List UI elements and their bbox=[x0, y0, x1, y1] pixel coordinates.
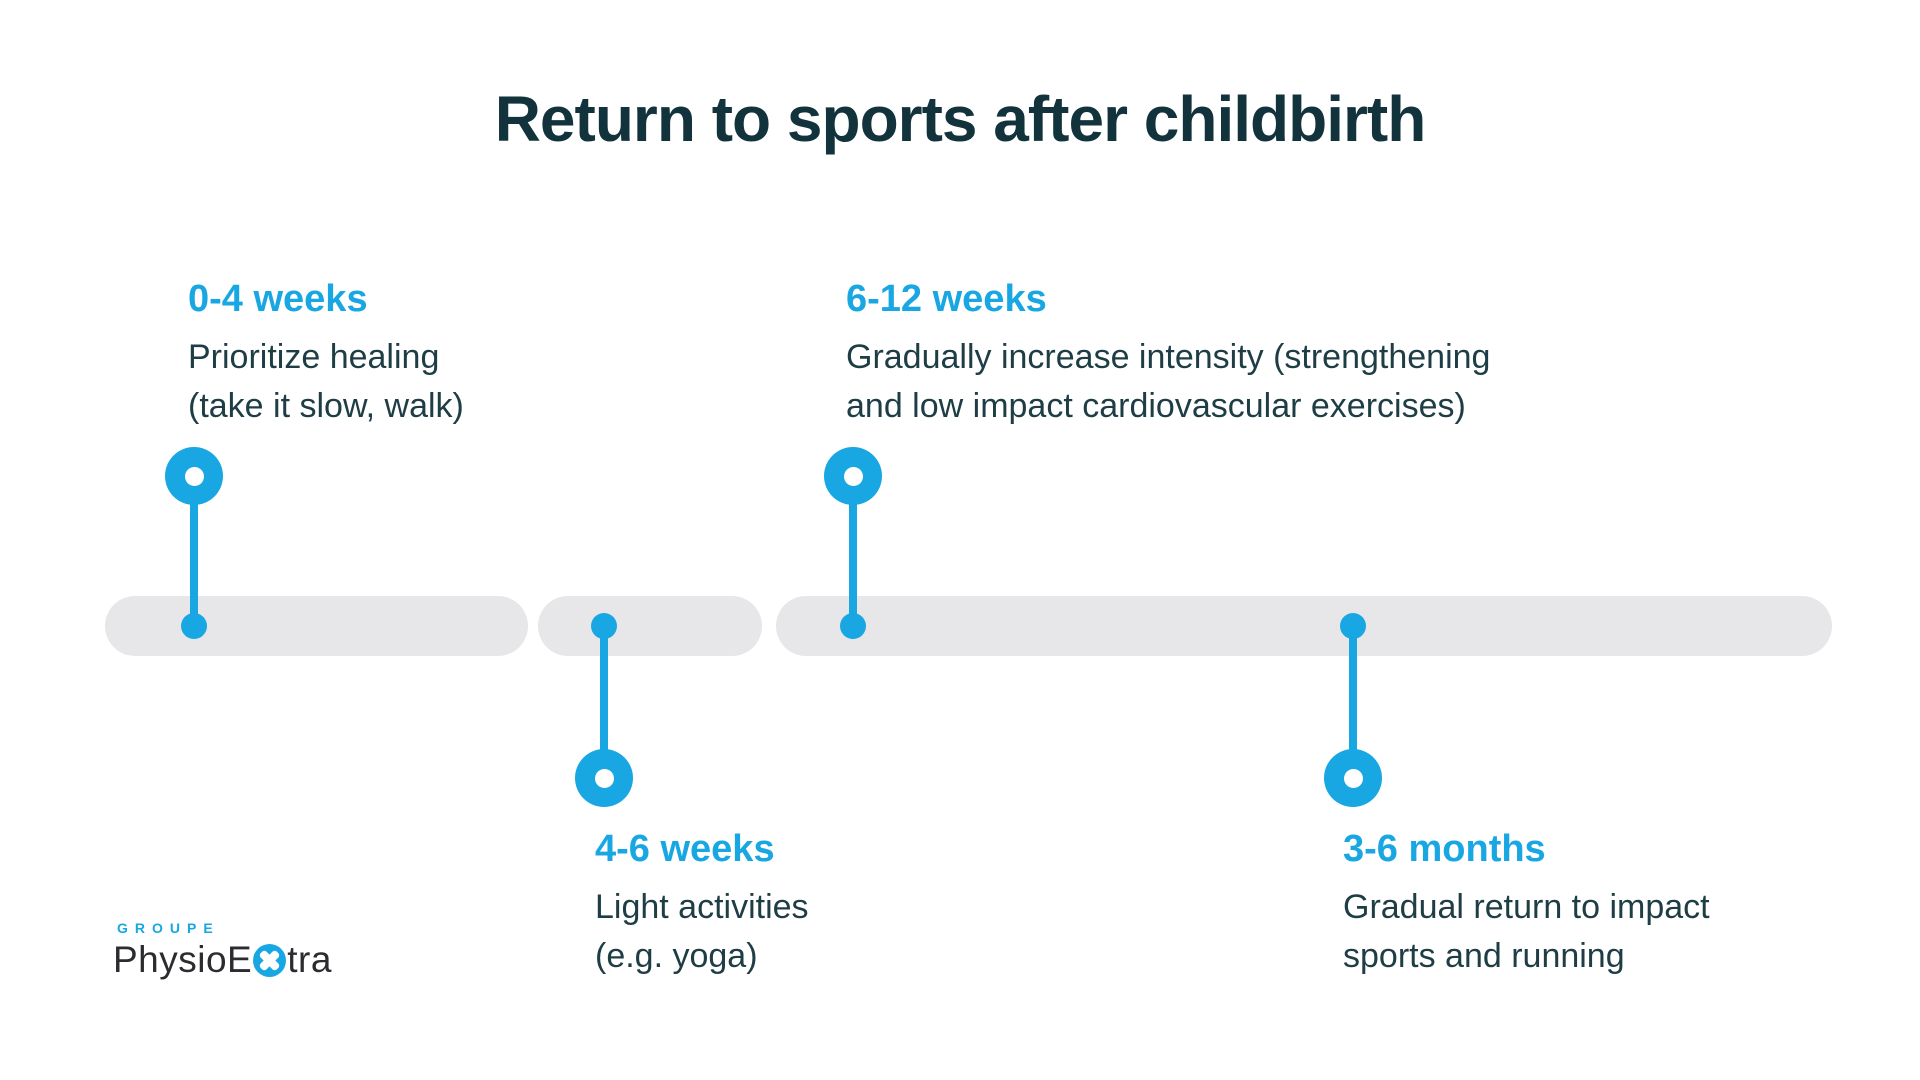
marker-circle-icon bbox=[824, 447, 882, 505]
logo-brand-text: PhysioE tra bbox=[113, 939, 332, 981]
marker-stem bbox=[1349, 627, 1357, 778]
description-line: (e.g. yoga) bbox=[595, 937, 758, 975]
description-line: Gradual return to impact bbox=[1343, 888, 1710, 926]
description-line: Light activities bbox=[595, 888, 809, 926]
timeline-track-segment-2 bbox=[538, 596, 762, 656]
timeline-track-segment-3 bbox=[776, 596, 1832, 656]
milestone-text-4-6-weeks: 4-6 weeks Light activities (e.g. yoga) bbox=[595, 828, 809, 981]
milestone-period-label: 6-12 weeks bbox=[846, 278, 1047, 320]
x-cross-in-circle-icon bbox=[253, 943, 287, 977]
milestone-text-0-4-weeks: 0-4 weeks Prioritize healing (take it sl… bbox=[188, 278, 464, 431]
marker-stem bbox=[190, 476, 198, 627]
marker-circle-hole bbox=[594, 768, 614, 788]
marker-stem bbox=[849, 476, 857, 627]
timeline-track-segment-1 bbox=[105, 596, 528, 656]
marker-track-dot-icon bbox=[840, 613, 866, 639]
marker-circle-hole bbox=[843, 466, 863, 486]
description-line: Prioritize healing bbox=[188, 338, 440, 376]
milestone-description: Gradual return to impact sports and runn… bbox=[1343, 883, 1710, 981]
milestone-description: Light activities (e.g. yoga) bbox=[595, 883, 809, 981]
marker-circle-hole bbox=[1343, 768, 1363, 788]
logo-brand-part2: tra bbox=[287, 939, 332, 980]
marker-circle-hole bbox=[184, 466, 204, 486]
marker-track-dot-icon bbox=[1340, 613, 1366, 639]
milestone-period-label: 3-6 months bbox=[1343, 828, 1546, 870]
milestone-description: Gradually increase intensity (strengthen… bbox=[846, 333, 1490, 431]
page-title: Return to sports after childbirth bbox=[494, 83, 1427, 155]
marker-stem bbox=[600, 627, 608, 778]
logo-brand-part1: PhysioE bbox=[113, 939, 253, 980]
marker-track-dot-icon bbox=[591, 613, 617, 639]
marker-circle-icon bbox=[165, 447, 223, 505]
description-line: sports and running bbox=[1343, 937, 1625, 975]
milestone-period-label: 4-6 weeks bbox=[595, 828, 775, 870]
marker-track-dot-icon bbox=[181, 613, 207, 639]
physioextra-logo: GROUPE PhysioE tra bbox=[113, 920, 332, 981]
milestone-description: Prioritize healing (take it slow, walk) bbox=[188, 333, 464, 431]
milestone-text-3-6-months: 3-6 months Gradual return to impact spor… bbox=[1343, 828, 1710, 981]
milestone-text-6-12-weeks: 6-12 weeks Gradually increase intensity … bbox=[846, 278, 1490, 431]
marker-circle-icon bbox=[575, 749, 633, 807]
description-line: Gradually increase intensity (strengthen… bbox=[846, 338, 1491, 376]
description-line: (take it slow, walk) bbox=[188, 387, 464, 425]
logo-groupe-label: GROUPE bbox=[117, 920, 220, 936]
milestone-period-label: 0-4 weeks bbox=[188, 278, 368, 320]
marker-circle-icon bbox=[1324, 749, 1382, 807]
description-line: and low impact cardiovascular exercises) bbox=[846, 387, 1466, 425]
